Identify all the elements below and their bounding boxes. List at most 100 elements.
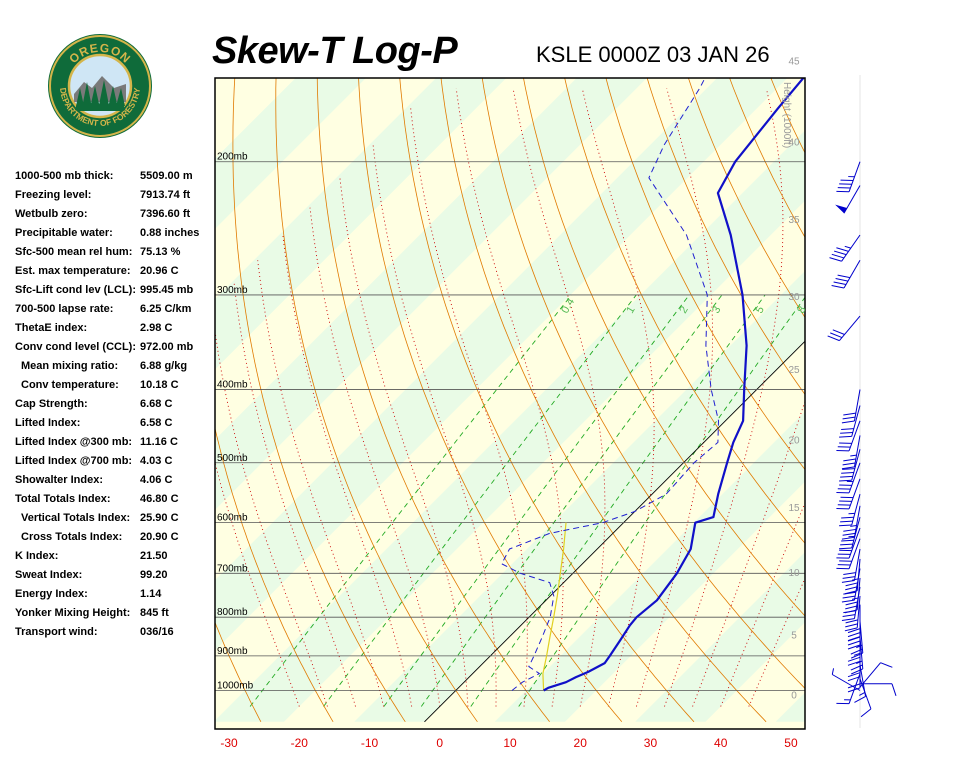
pressure-label: 700mb — [217, 563, 248, 574]
x-tick-label: 0 — [436, 736, 443, 750]
index-value: 0.88 inches — [140, 227, 200, 239]
height-label: 15 — [788, 503, 800, 514]
mixing-ratio-label: 5 — [753, 304, 766, 315]
wind-barb — [844, 577, 861, 614]
index-row: Wetbulb zero: 7396.60 ft — [15, 208, 215, 227]
index-label: Vertical Totals Index: — [21, 512, 131, 524]
index-label: ThetaE index: — [15, 322, 88, 334]
index-label: Transport wind: — [15, 626, 98, 638]
mixing-ratio-label: 2 — [677, 304, 690, 315]
plot-frame — [214, 77, 806, 730]
index-row: Sweat Index: 99.20 — [15, 569, 215, 588]
index-row: Freezing level: 7913.74 ft — [15, 189, 215, 208]
pressure-label: 300mb — [217, 285, 248, 296]
index-value: 10.18 C — [140, 379, 179, 391]
moist-adiabat — [664, 88, 784, 707]
height-label: 25 — [788, 365, 800, 376]
height-label: 35 — [788, 215, 800, 226]
index-row: Vertical Totals Index: 25.90 C — [15, 512, 215, 531]
index-value: 11.16 C — [140, 436, 178, 448]
x-tick-label: -20 — [291, 736, 309, 750]
wind-barb — [827, 315, 861, 342]
x-tick-label: 20 — [574, 736, 588, 750]
wind-barb — [836, 478, 861, 510]
height-label: 0 — [791, 691, 797, 702]
index-row: Conv temperature: 10.18 C — [15, 379, 215, 398]
height-axis-title: Height (1000ft) — [781, 82, 792, 148]
temperature-band — [215, 78, 788, 651]
height-label: 20 — [788, 436, 800, 447]
index-label: 1000-500 mb thick: — [15, 170, 114, 182]
index-row: Lifted Index: 6.58 C — [15, 417, 215, 436]
dry-adiabat — [918, 45, 960, 722]
moist-adiabat — [372, 144, 497, 707]
index-value: 7913.74 ft — [140, 189, 191, 201]
pressure-label: 200mb — [217, 152, 248, 163]
index-label: Lifted Index @300 mb: — [15, 436, 133, 448]
index-label: Lifted Index @700 mb: — [15, 455, 133, 467]
index-label: Cross Totals Index: — [21, 531, 123, 543]
index-value: 21.50 — [140, 550, 168, 562]
moist-adiabat — [309, 207, 441, 707]
wind-barb — [859, 678, 872, 718]
mixing-ratio-line — [383, 294, 690, 707]
stability-indices-panel: 1000-500 mb thick: 5509.00 m Freezing leve… — [15, 170, 215, 645]
wind-barb — [836, 420, 861, 452]
index-row: Cross Totals Index: 20.90 C — [15, 531, 215, 550]
moist-adiabat — [257, 260, 385, 707]
wind-barb — [847, 604, 861, 642]
index-label: Lifted Index: — [15, 417, 81, 429]
dewpoint-profile — [501, 78, 719, 691]
temperature-band — [215, 78, 647, 510]
wind-barb — [844, 558, 861, 595]
index-value: 972.00 mb — [140, 341, 194, 353]
index-value: 99.20 — [140, 569, 168, 581]
mixing-ratio-line — [518, 296, 805, 707]
index-label: Conv cond level (CCL): — [15, 341, 137, 353]
index-label: Precipitable water: — [15, 227, 113, 239]
mixing-ratio-label: 3 — [710, 304, 723, 315]
index-label: Wetbulb zero: — [15, 208, 88, 220]
height-label: 30 — [788, 292, 800, 303]
wind-barb — [835, 185, 861, 214]
index-value: 25.90 C — [140, 512, 179, 524]
index-label: Sweat Index: — [15, 569, 83, 581]
mixing-ratio-line — [323, 294, 637, 707]
wind-barb — [831, 260, 861, 289]
x-tick-label: 10 — [503, 736, 517, 750]
index-value: 2.98 C — [140, 322, 173, 334]
x-tick-label: 30 — [644, 736, 658, 750]
wind-barb — [839, 493, 861, 527]
index-label: Mean mixing ratio: — [21, 360, 119, 372]
index-row: Transport wind: 036/16 — [15, 626, 215, 645]
temperature-band — [775, 692, 805, 722]
height-label: 5 — [791, 630, 797, 641]
temperature-band — [354, 271, 805, 722]
moist-adiabat — [635, 88, 714, 707]
index-value: 6.88 g/kg — [140, 360, 188, 372]
index-value: 4.03 C — [140, 455, 173, 467]
index-label: Freezing level: — [15, 189, 92, 201]
moist-adiabat — [282, 234, 413, 707]
index-label: Energy Index: — [15, 588, 88, 600]
moist-adiabat — [215, 328, 328, 707]
dry-adiabat — [43, 45, 116, 722]
pressure-label: 500mb — [217, 453, 248, 464]
index-value: 7396.60 ft — [140, 208, 191, 220]
index-value: 20.96 C — [140, 265, 179, 277]
index-row: Lifted Index @300 mb: 11.16 C — [15, 436, 215, 455]
moist-adiabat — [720, 501, 805, 707]
mixing-ratio-line — [470, 294, 766, 707]
index-row: 1000-500 mb thick: 5509.00 m — [15, 170, 215, 189]
moist-adiabat — [233, 283, 356, 707]
height-label: 10 — [788, 568, 800, 579]
index-value: 75.13 % — [140, 246, 181, 258]
index-value: 20.90 C — [140, 531, 179, 543]
pressure-label: 400mb — [217, 379, 248, 390]
temperature-band — [494, 411, 805, 722]
dry-adiabat — [878, 45, 960, 722]
index-value: 845 ft — [140, 607, 169, 619]
wind-barb — [854, 664, 867, 703]
index-row: ThetaE index: 2.98 C — [15, 322, 215, 341]
